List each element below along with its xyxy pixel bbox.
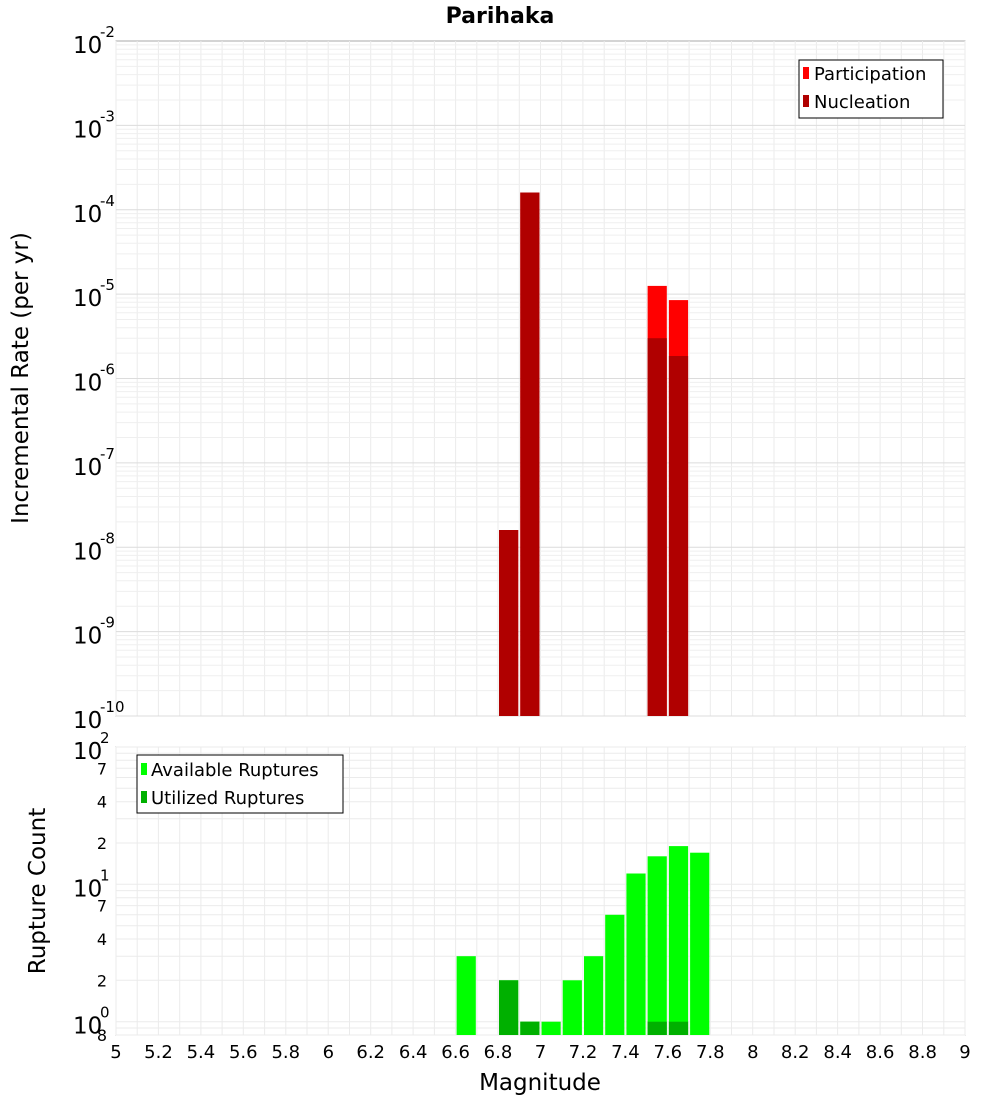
bottom-grid — [115, 746, 966, 1036]
legend-swatch-nucleation — [803, 95, 809, 107]
x-tick-label: 5.4 — [187, 1042, 216, 1063]
top-y-tick-base: 10 — [73, 708, 102, 734]
legend-label-available: Available Ruptures — [151, 760, 319, 781]
top-y-tick-base: 10 — [73, 455, 102, 481]
top-legend: Participation Nucleation — [798, 59, 944, 119]
bottom-y-tick-base: 10 — [73, 739, 102, 765]
x-tick-label: 8 — [747, 1042, 758, 1063]
bottom-bar-series-1 — [499, 980, 519, 1035]
top-bars — [499, 192, 689, 716]
top-y-tick-exp: -9 — [100, 614, 115, 632]
x-tick-label: 7 — [535, 1042, 546, 1063]
x-tick-label: 5 — [110, 1042, 121, 1063]
top-bar-series-1 — [499, 530, 519, 716]
x-tick-label: 7.6 — [653, 1042, 682, 1063]
top-y-tick-exp: -4 — [100, 192, 115, 210]
bottom-legend-box — [136, 754, 344, 814]
bottom-bar-series-0 — [584, 956, 604, 1035]
bottom-y-axis-label: Rupture Count — [25, 808, 51, 974]
bottom-bar-series-0 — [668, 846, 689, 1035]
bottom-y-tick-minor: 2 — [97, 971, 107, 990]
x-tick-label: 8.2 — [781, 1042, 810, 1063]
top-y-tick-exp: -6 — [100, 361, 115, 379]
x-tick-label: 5.8 — [271, 1042, 300, 1063]
x-tick-label: 6 — [323, 1042, 334, 1063]
top-y-tick-exp: -5 — [100, 276, 115, 294]
bottom-y-tick-exp: 0 — [100, 1004, 110, 1022]
top-bar-series-1 — [647, 338, 667, 716]
top-y-tick-exp: -3 — [100, 107, 115, 125]
top-y-tick-base: 10 — [73, 117, 102, 143]
x-tick-label: 7.2 — [569, 1042, 598, 1063]
x-tick-label: 6.8 — [484, 1042, 513, 1063]
bottom-y-tick-minor: 4 — [97, 930, 107, 949]
legend-label-utilized: Utilized Ruptures — [151, 788, 304, 809]
bottom-bar-series-0 — [647, 856, 667, 1035]
bottom-bar-series-0 — [456, 956, 476, 1035]
top-bar-series-1 — [520, 192, 540, 716]
x-tick-label: 8.8 — [908, 1042, 937, 1063]
chart-title: Parihaka — [446, 4, 555, 29]
bottom-bar-series-1 — [520, 1021, 540, 1035]
bottom-y-tick-base: 10 — [73, 876, 102, 902]
top-y-tick-exp: -7 — [100, 445, 115, 463]
x-tick-label: 9 — [959, 1042, 970, 1063]
top-y-tick-exp: -10 — [100, 698, 125, 716]
top-y-tick-exp: -8 — [100, 529, 115, 547]
x-tick-label: 6.4 — [399, 1042, 428, 1063]
bottom-y-tick-minor: 7 — [97, 759, 107, 778]
bottom-bars — [456, 846, 710, 1035]
x-axis-label: Magnitude — [479, 1070, 601, 1096]
top-y-tick-base: 10 — [73, 371, 102, 397]
top-y-tick-base: 10 — [73, 624, 102, 650]
bottom-bar-series-1 — [647, 1021, 667, 1035]
top-y-tick-exp: -2 — [100, 23, 115, 41]
bottom-y-tick-minor: 4 — [97, 793, 107, 812]
top-y-tick-base: 10 — [73, 202, 102, 228]
bottom-y-tick-minor: 7 — [97, 897, 107, 916]
bottom-y-tick-minor: 8 — [97, 1026, 107, 1045]
top-y-tick-base: 10 — [73, 286, 102, 312]
bottom-bar-series-0 — [626, 873, 646, 1035]
bottom-bar-series-1 — [668, 1021, 689, 1035]
legend-swatch-available — [141, 763, 147, 775]
top-y-tick-base: 10 — [73, 33, 102, 59]
x-tick-label: 6.6 — [441, 1042, 470, 1063]
bottom-bar-series-0 — [541, 1021, 561, 1035]
top-bar-series-1 — [668, 356, 689, 716]
legend-label-nucleation: Nucleation — [814, 92, 910, 113]
top-y-tick-base: 10 — [73, 539, 102, 565]
x-tick-label: 8.6 — [866, 1042, 895, 1063]
x-tick-label: 5.2 — [144, 1042, 173, 1063]
top-legend-box — [798, 59, 944, 119]
x-tick-label: 6.2 — [356, 1042, 385, 1063]
bottom-y-tick-minor: 2 — [97, 834, 107, 853]
top-y-axis-label: Incremental Rate (per yr) — [8, 232, 34, 524]
legend-swatch-utilized — [141, 791, 147, 803]
bottom-y-tick-exp: 2 — [100, 729, 110, 747]
top-grid — [115, 41, 966, 717]
x-tick-label: 8.4 — [823, 1042, 852, 1063]
bottom-bar-series-0 — [605, 914, 625, 1035]
x-tick-label: 7.4 — [611, 1042, 640, 1063]
legend-swatch-participation — [803, 67, 809, 79]
legend-label-participation: Participation — [814, 64, 926, 85]
x-tick-label: 5.6 — [229, 1042, 258, 1063]
bottom-legend: Available Ruptures Utilized Ruptures — [136, 754, 344, 814]
bottom-bar-series-0 — [690, 852, 710, 1035]
bottom-y-tick-base: 10 — [73, 1014, 102, 1040]
x-ticks: 5 5.2 5.4 5.6 5.8 6 6.2 6.4 6.6 6.8 7 7.2 7.4 7.6 7.8 8… — [110, 1042, 970, 1063]
x-tick-label: 7.8 — [696, 1042, 725, 1063]
bottom-y-tick-exp: 1 — [100, 866, 110, 884]
bottom-bar-series-0 — [562, 980, 582, 1035]
